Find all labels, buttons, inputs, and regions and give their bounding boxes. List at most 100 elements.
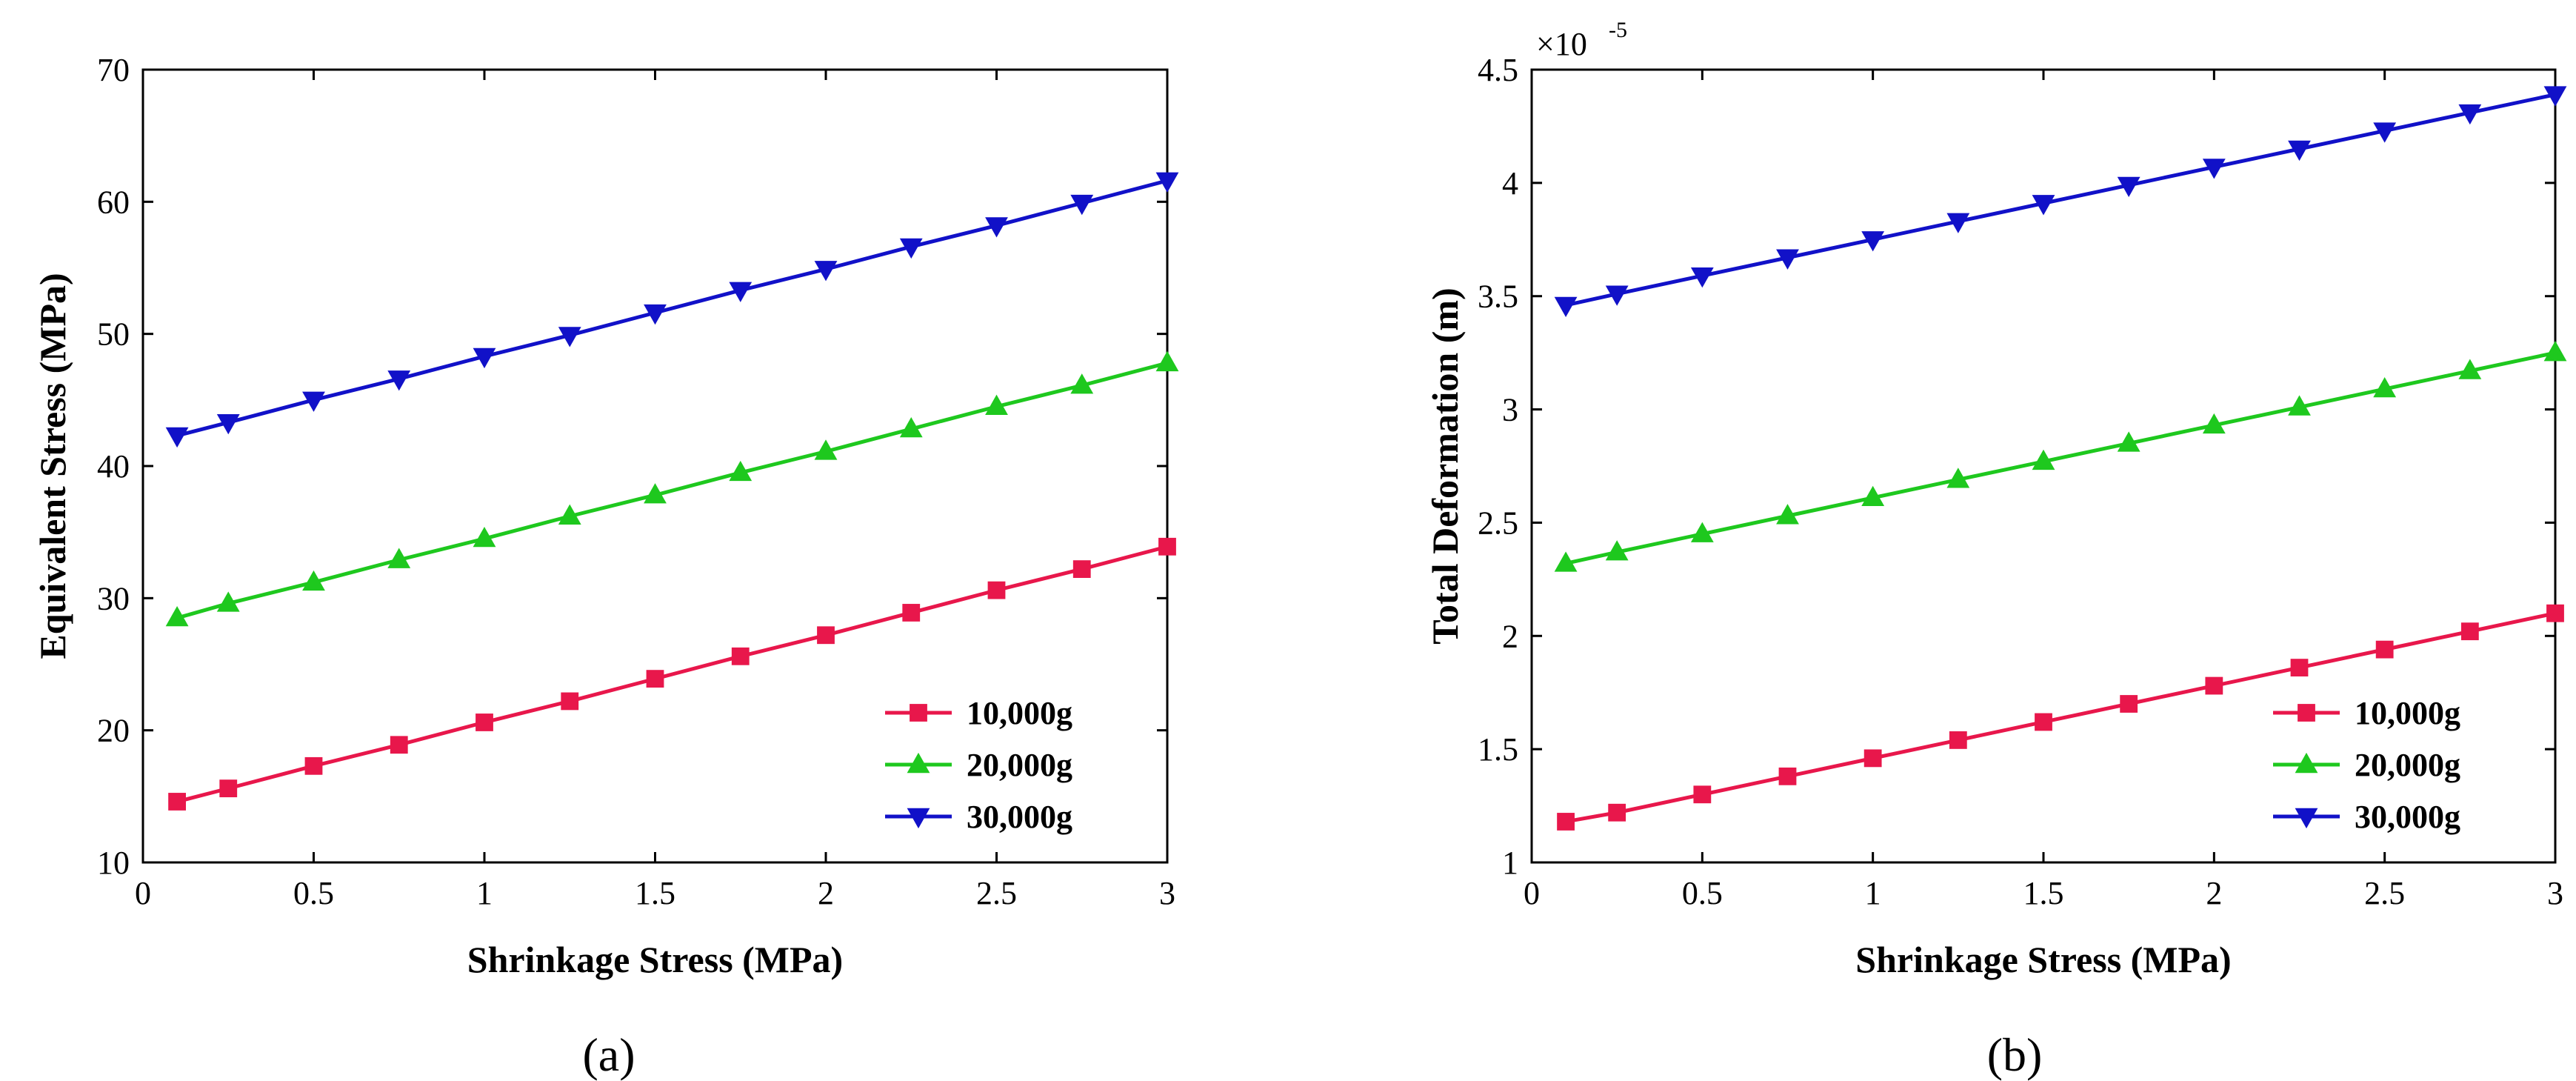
- data-point-2-10: [2373, 122, 2397, 143]
- data-point-1-1: [216, 591, 240, 612]
- data-point-0-0: [1557, 813, 1575, 831]
- data-point-2-8: [814, 261, 838, 282]
- x-tick-label: 2.5: [976, 875, 1017, 911]
- y-tick-label: 60: [97, 184, 130, 220]
- x-axis-label: Shrinkage Stress (MPa): [467, 939, 843, 980]
- data-point-2-2: [302, 391, 325, 412]
- data-point-2-9: [899, 238, 923, 259]
- data-point-0-11: [2460, 622, 2479, 641]
- series-0-group: [168, 537, 1176, 811]
- data-point-1-0: [165, 605, 189, 627]
- x-tick-label: 2.5: [2364, 875, 2405, 911]
- data-point-1-10: [985, 394, 1008, 415]
- data-point-0-0: [168, 793, 186, 811]
- legend-label-0: 10,000g: [2355, 695, 2460, 731]
- data-point-2-5: [1946, 213, 1970, 233]
- data-point-0-4: [1863, 749, 1882, 768]
- series-line-1: [1565, 350, 2556, 565]
- data-point-1-4: [1861, 485, 1885, 506]
- data-point-0-9: [2290, 659, 2309, 676]
- data-point-1-2: [1690, 522, 1714, 542]
- data-point-1-1: [1605, 540, 1629, 561]
- data-point-2-1: [1605, 285, 1629, 306]
- data-point-1-6: [2032, 449, 2055, 470]
- data-point-2-3: [1776, 249, 1799, 270]
- data-point-2-5: [558, 327, 581, 347]
- data-point-1-9: [899, 416, 923, 438]
- data-point-1-8: [2202, 413, 2226, 434]
- data-point-2-6: [2032, 195, 2055, 216]
- x-tick-label: 3: [1159, 875, 1175, 911]
- data-point-2-0: [165, 427, 189, 448]
- series-line-2: [1565, 93, 2556, 307]
- data-point-2-4: [1861, 231, 1885, 252]
- y-axis-label: Equivalent Stress (MPa): [32, 273, 73, 659]
- data-point-2-6: [644, 304, 667, 325]
- x-axis-label: Shrinkage Stress (MPa): [1855, 939, 2231, 980]
- data-point-1-8: [814, 439, 838, 460]
- y-tick-label: 2.5: [1478, 505, 1518, 541]
- data-point-2-8: [2202, 159, 2226, 179]
- legend-marker-1: [907, 752, 930, 774]
- data-point-2-12: [2543, 86, 2567, 107]
- legend-label-1: 20,000g: [967, 747, 1072, 783]
- panel-b-chart: 0 0.5 1 1.5 2 2.5 3 1 1.5 2 2.5 3 3.5 4 4.5 ×10 -5 Shrink…: [1424, 18, 2567, 1081]
- data-point-1-6: [644, 483, 667, 504]
- y-tick-label: 1: [1502, 845, 1518, 881]
- legend-marker-1: [2295, 752, 2318, 774]
- data-point-1-7: [729, 460, 753, 482]
- data-point-0-6: [646, 670, 664, 688]
- x-tick-label: 1.5: [635, 875, 675, 911]
- data-point-2-0: [1554, 296, 1578, 318]
- data-point-1-5: [558, 504, 581, 525]
- y-tick-label: 30: [97, 580, 130, 616]
- y-tick-label: 3: [1502, 392, 1518, 428]
- series-2-group: [165, 172, 1179, 448]
- panel-a-chart: 0 0.5 1 1.5 2 2.5 3 10 20 30 40 50 60 70 Shrinkage Str…: [32, 52, 1179, 1081]
- data-point-2-3: [387, 370, 411, 391]
- data-point-2-11: [1070, 194, 1094, 216]
- data-point-1-11: [1070, 373, 1094, 394]
- data-point-0-10: [987, 581, 1006, 599]
- y-tick-label: 3.5: [1478, 279, 1518, 315]
- data-point-0-5: [1949, 731, 1967, 749]
- data-point-1-7: [2117, 431, 2140, 452]
- data-point-1-9: [2288, 395, 2311, 416]
- data-point-1-4: [473, 526, 496, 548]
- legend-marker-0: [910, 704, 927, 722]
- series-line-2: [176, 179, 1168, 438]
- x-tick-label: 2: [2206, 875, 2222, 911]
- data-point-0-1: [219, 779, 238, 798]
- data-point-2-11: [2458, 104, 2482, 125]
- data-point-1-3: [387, 548, 411, 568]
- y-tick-label: 50: [97, 316, 130, 353]
- legend-marker-2: [2295, 808, 2318, 829]
- y-tick-label: 20: [97, 713, 130, 749]
- data-point-1-11: [2458, 359, 2482, 379]
- legend-marker-2: [907, 808, 930, 829]
- data-point-0-2: [1693, 785, 1712, 804]
- data-point-1-3: [1776, 504, 1799, 525]
- data-point-1-0: [1554, 551, 1578, 572]
- data-point-1-10: [2373, 376, 2397, 398]
- series-2-group: [1554, 86, 2567, 318]
- legend-label-0: 10,000g: [967, 695, 1072, 731]
- y-tick-label: 40: [97, 448, 130, 485]
- data-point-2-7: [2117, 176, 2140, 198]
- data-point-1-12: [1155, 350, 1179, 372]
- y-tick-label: 2: [1502, 618, 1518, 654]
- data-point-0-8: [2205, 676, 2223, 695]
- data-point-0-9: [902, 604, 921, 622]
- data-point-2-10: [985, 217, 1008, 238]
- y-tick-label: 1.5: [1478, 731, 1518, 768]
- data-point-2-7: [729, 282, 753, 302]
- y-tick-label: 4.5: [1478, 52, 1518, 88]
- panel-caption: (a): [582, 1028, 635, 1081]
- data-point-1-12: [2543, 341, 2567, 362]
- plot-area-frame: [141, 68, 1169, 864]
- data-point-2-9: [2288, 140, 2311, 162]
- x-tick-label: 1.5: [2023, 875, 2064, 911]
- data-point-2-2: [1690, 267, 1714, 288]
- data-point-0-3: [390, 736, 408, 754]
